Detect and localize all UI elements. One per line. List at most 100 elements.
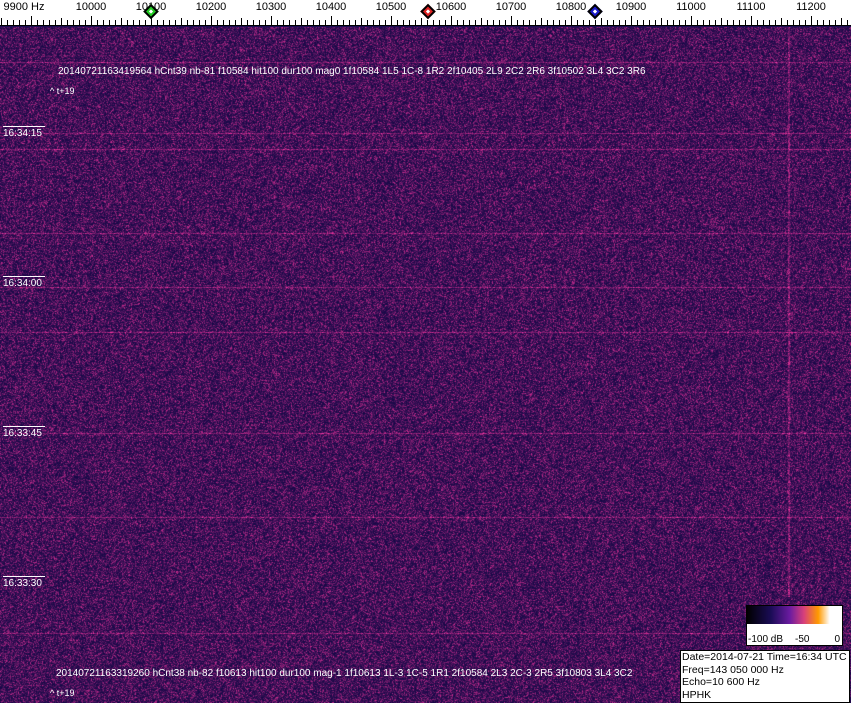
ruler-tick bbox=[457, 20, 458, 25]
ruler-tick bbox=[421, 18, 422, 25]
ruler-tick bbox=[61, 18, 62, 25]
ruler-tick bbox=[325, 20, 326, 25]
ruler-tick bbox=[739, 20, 740, 25]
blue-marker-icon[interactable] bbox=[587, 4, 603, 20]
ruler-tick bbox=[751, 16, 752, 25]
ruler-tick bbox=[445, 20, 446, 25]
ruler-tick bbox=[649, 20, 650, 25]
frequency-label: 11000 bbox=[676, 1, 706, 13]
ruler-tick bbox=[601, 18, 602, 25]
frequency-label: 10800 bbox=[556, 1, 587, 13]
frequency-label: 10400 bbox=[316, 1, 347, 13]
ruler-tick bbox=[679, 20, 680, 25]
ruler-tick bbox=[175, 20, 176, 25]
frequency-ruler[interactable]: 9900 Hz100001010010200103001040010500106… bbox=[0, 0, 851, 26]
ruler-tick bbox=[361, 18, 362, 25]
ruler-tick bbox=[829, 20, 830, 25]
ruler-tick bbox=[817, 20, 818, 25]
ruler-tick bbox=[145, 20, 146, 25]
ruler-tick bbox=[373, 20, 374, 25]
ruler-tick bbox=[451, 16, 452, 25]
frequency-label: 10600 bbox=[436, 1, 467, 13]
ruler-tick bbox=[193, 20, 194, 25]
ruler-tick bbox=[709, 20, 710, 25]
ruler-tick bbox=[463, 20, 464, 25]
ruler-tick bbox=[499, 20, 500, 25]
ruler-tick bbox=[439, 20, 440, 25]
ruler-tick bbox=[799, 20, 800, 25]
ruler-tick bbox=[313, 20, 314, 25]
ruler-tick bbox=[571, 16, 572, 25]
red-marker-icon[interactable] bbox=[420, 4, 436, 20]
ruler-tick bbox=[625, 20, 626, 25]
ruler-tick bbox=[265, 20, 266, 25]
ruler-tick bbox=[637, 20, 638, 25]
ruler-tick bbox=[13, 20, 14, 25]
ruler-tick bbox=[97, 20, 98, 25]
ruler-tick bbox=[7, 20, 8, 25]
ruler-tick bbox=[397, 20, 398, 25]
ruler-tick bbox=[211, 16, 212, 25]
ruler-tick bbox=[79, 20, 80, 25]
ruler-tick bbox=[643, 20, 644, 25]
color-scale-legend: -100 dB -50 0 bbox=[746, 605, 843, 646]
ruler-tick bbox=[349, 20, 350, 25]
ruler-tick bbox=[529, 20, 530, 25]
ruler-tick bbox=[505, 20, 506, 25]
ruler-tick bbox=[673, 20, 674, 25]
ruler-tick bbox=[811, 16, 812, 25]
ruler-tick bbox=[487, 20, 488, 25]
ruler-tick bbox=[745, 20, 746, 25]
ruler-tick bbox=[181, 18, 182, 25]
ruler-tick bbox=[229, 20, 230, 25]
ruler-tick bbox=[511, 16, 512, 25]
ruler-tick bbox=[139, 20, 140, 25]
info-echo: Echo=10 600 Hz bbox=[682, 676, 849, 689]
ruler-tick bbox=[109, 20, 110, 25]
ruler-tick bbox=[577, 20, 578, 25]
ruler-tick bbox=[1, 18, 2, 25]
ruler-tick bbox=[733, 20, 734, 25]
frequency-label: 11200 bbox=[796, 1, 826, 13]
ruler-tick bbox=[517, 20, 518, 25]
ruler-tick bbox=[223, 20, 224, 25]
scale-label: -50 bbox=[795, 634, 809, 645]
ruler-tick bbox=[127, 20, 128, 25]
ruler-tick bbox=[697, 20, 698, 25]
ruler-tick bbox=[157, 20, 158, 25]
ruler-tick bbox=[589, 20, 590, 25]
ruler-tick bbox=[301, 18, 302, 25]
ruler-tick bbox=[619, 20, 620, 25]
ruler-tick bbox=[691, 16, 692, 25]
color-gradient bbox=[747, 606, 842, 624]
info-box: Date=2014-07-21 Time=16:34 UTC Freq=143 … bbox=[680, 650, 850, 703]
ruler-tick bbox=[655, 20, 656, 25]
ruler-tick bbox=[403, 20, 404, 25]
ruler-tick bbox=[355, 20, 356, 25]
ruler-tick bbox=[613, 20, 614, 25]
ruler-tick bbox=[379, 20, 380, 25]
ruler-tick bbox=[847, 20, 848, 25]
waterfall-spectrogram bbox=[0, 27, 851, 703]
ruler-tick bbox=[481, 18, 482, 25]
ruler-tick bbox=[91, 16, 92, 25]
ruler-tick bbox=[823, 20, 824, 25]
frequency-label: 10700 bbox=[496, 1, 527, 13]
ruler-tick bbox=[475, 20, 476, 25]
ruler-tick bbox=[55, 20, 56, 25]
ruler-tick bbox=[427, 20, 428, 25]
ruler-tick bbox=[235, 20, 236, 25]
ruler-tick bbox=[805, 20, 806, 25]
ruler-tick bbox=[367, 20, 368, 25]
ruler-tick bbox=[385, 20, 386, 25]
info-datetime: Date=2014-07-21 Time=16:34 UTC bbox=[682, 651, 849, 664]
ruler-tick bbox=[43, 20, 44, 25]
ruler-tick bbox=[631, 16, 632, 25]
ruler-tick bbox=[199, 20, 200, 25]
ruler-tick bbox=[319, 20, 320, 25]
ruler-tick bbox=[715, 20, 716, 25]
ruler-tick bbox=[775, 20, 776, 25]
frequency-label: 10200 bbox=[196, 1, 227, 13]
ruler-tick bbox=[241, 18, 242, 25]
ruler-tick bbox=[115, 20, 116, 25]
